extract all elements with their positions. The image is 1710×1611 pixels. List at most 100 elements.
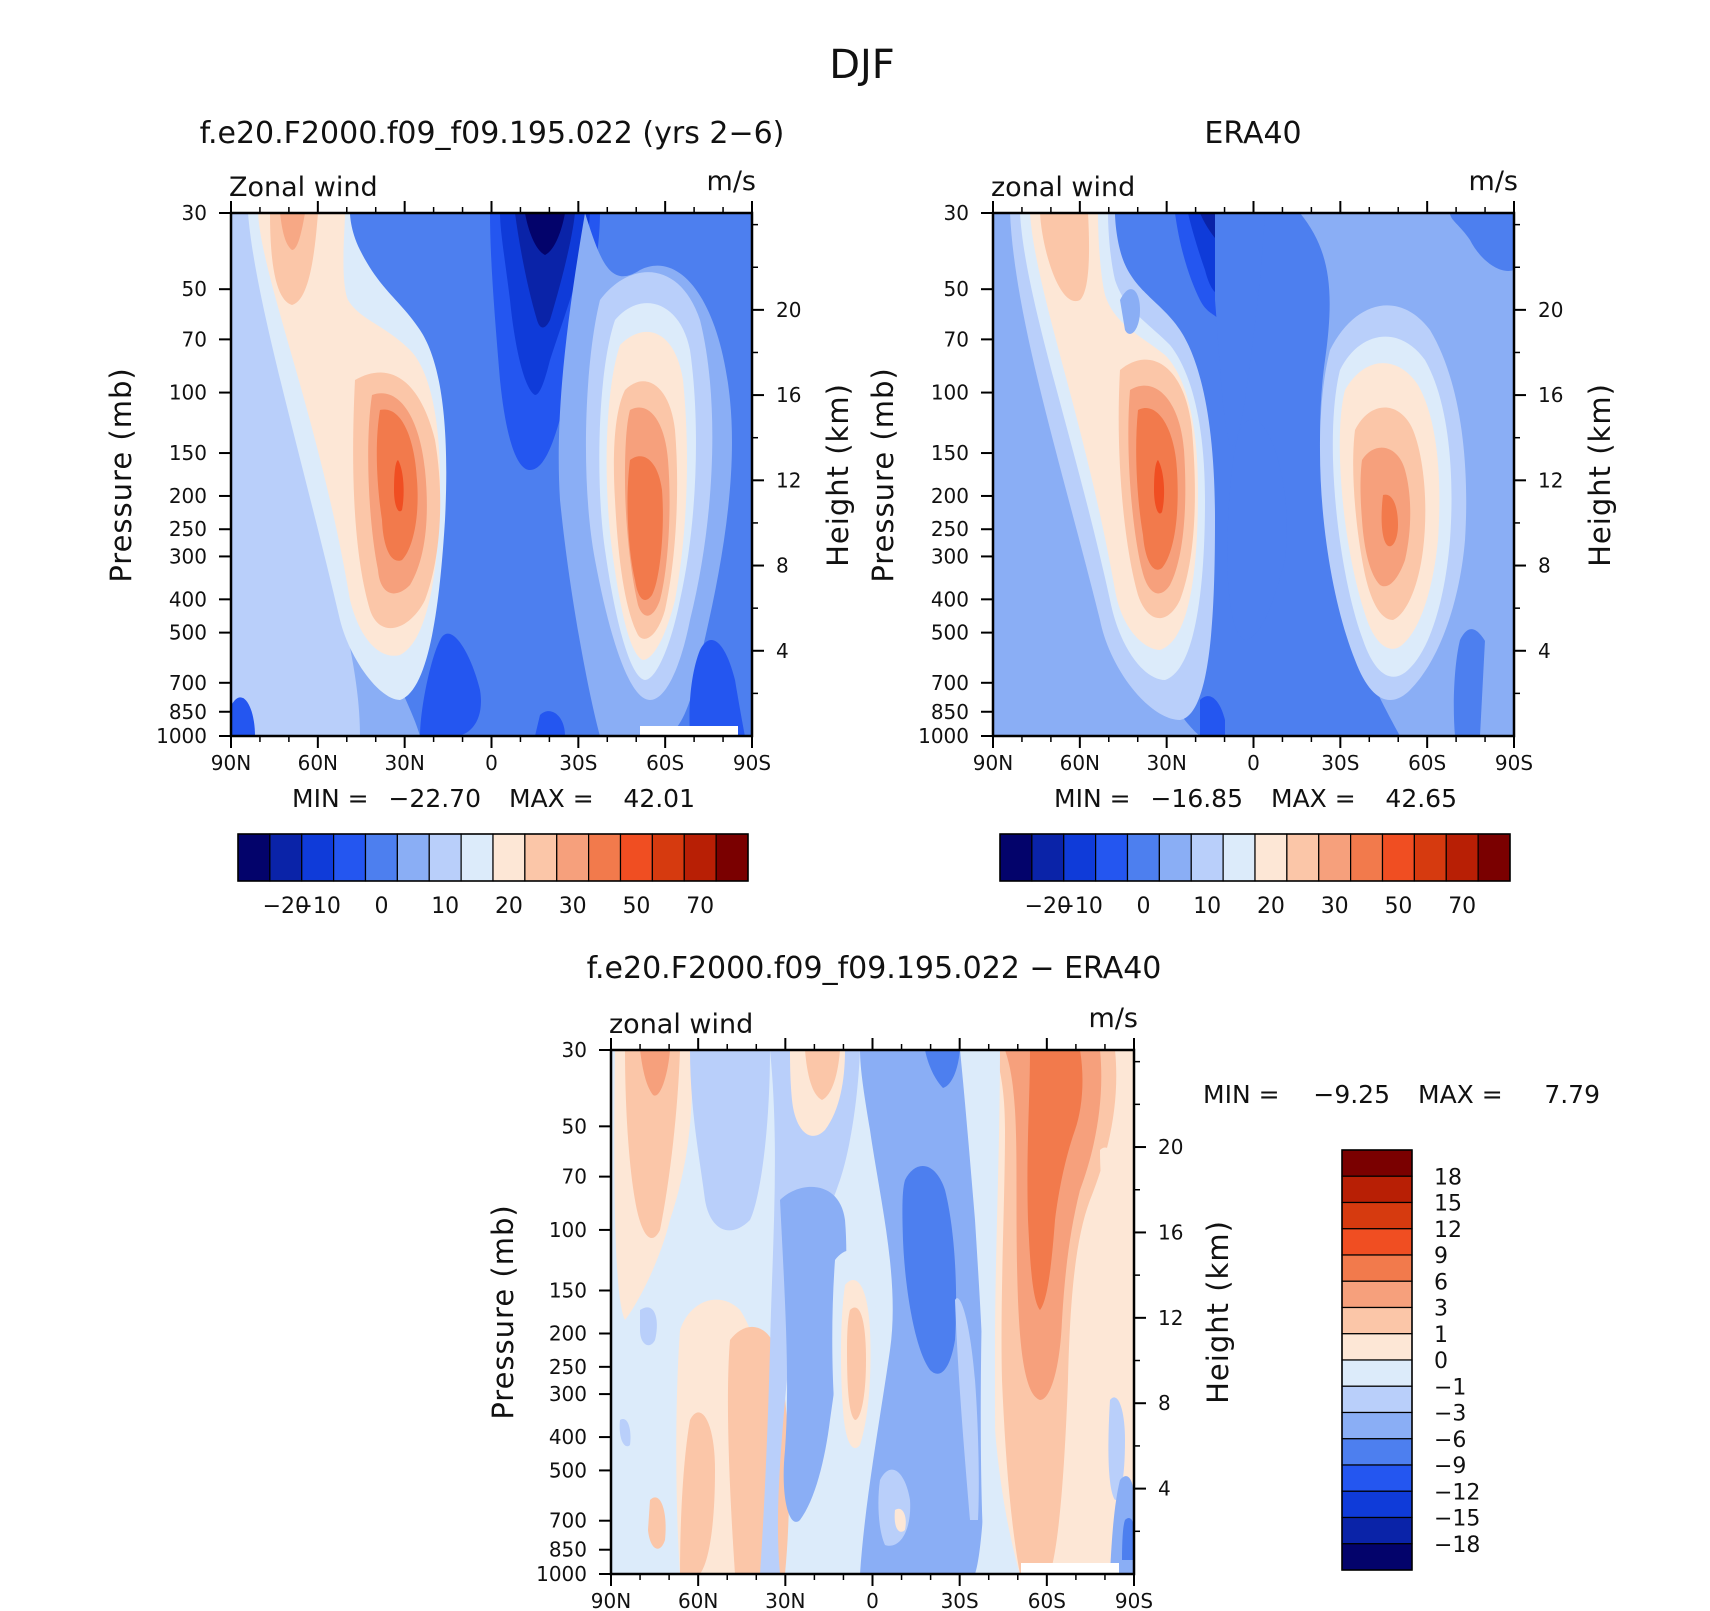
y-tick-label: 400	[549, 1425, 587, 1449]
y-tick-label: 300	[931, 544, 969, 568]
colorbar-label: 50	[622, 894, 650, 919]
y-tick-label: 1000	[156, 724, 207, 748]
y-right-tick-label: 16	[1158, 1220, 1183, 1244]
min-max-readout: MIN = −9.25 MAX = 7.79	[1203, 1080, 1600, 1109]
max-label: MAX =	[509, 784, 594, 813]
colorbar-cell	[1126, 833, 1160, 882]
colorbar-cell	[1190, 833, 1224, 882]
x-tick-label: 0	[1247, 751, 1260, 775]
colorbar-label: −10	[1056, 894, 1102, 919]
y-tick-label: 30	[944, 201, 969, 225]
colorbar-label: 6	[1434, 1270, 1448, 1295]
y-tick-label: 200	[931, 484, 969, 508]
colorbar-cell	[999, 833, 1033, 882]
colorbar-label: 12	[1434, 1218, 1462, 1243]
y-tick-label: 700	[169, 671, 207, 695]
y-tick-label: 50	[562, 1114, 587, 1138]
colorbar-cell	[651, 833, 685, 882]
y-right-tick-label: 4	[776, 639, 789, 663]
colorbar-cell	[1341, 1411, 1413, 1440]
colorbar-cell	[1341, 1438, 1413, 1466]
y-tick-label: 150	[931, 441, 969, 465]
colorbar-cell	[396, 833, 430, 882]
x-tick-label: 90N	[591, 1589, 631, 1611]
y-tick-label: 850	[931, 700, 969, 724]
contour-field	[993, 213, 1514, 736]
y-tick-label: 70	[182, 327, 207, 351]
colorbar-cell	[556, 833, 590, 882]
colorbar-cell	[1318, 833, 1352, 882]
x-tick-label: 30N	[765, 1589, 805, 1611]
colorbar-cell	[333, 833, 367, 882]
y-tick-label: 70	[944, 327, 969, 351]
y-right-tick-label: 12	[1158, 1306, 1183, 1330]
min-label: MIN =	[1054, 784, 1131, 813]
colorbar-cell	[683, 833, 717, 882]
colorbar-cell	[1341, 1149, 1413, 1177]
y-tick-label: 400	[169, 587, 207, 611]
colorbar-label: 1	[1434, 1323, 1448, 1348]
x-tick-label: 0	[866, 1589, 879, 1611]
max-label: MAX =	[1418, 1080, 1503, 1109]
y-right-tick-label: 12	[776, 468, 801, 492]
colorbar-label: −20	[1025, 894, 1071, 919]
colorbar-label: 30	[559, 894, 587, 919]
colorbar-cell	[1095, 833, 1129, 882]
y-tick-label: 50	[944, 277, 969, 301]
y-tick-label: 30	[562, 1038, 587, 1062]
x-tick-label: 60N	[298, 751, 338, 775]
colorbar-label: 50	[1384, 894, 1412, 919]
x-tick-label: 90S	[1115, 1589, 1153, 1611]
colorbar-cell	[1063, 833, 1097, 882]
y-tick-label: 400	[931, 587, 969, 611]
y-tick-label: 850	[549, 1538, 587, 1562]
colorbar-cell	[1445, 833, 1479, 882]
colorbar-cell	[1477, 833, 1511, 882]
colorbar: −20−10 0 10 20 30 50 70	[237, 833, 749, 919]
y-tick-label: 500	[169, 621, 207, 645]
y-axis-label: Pressure (mb)	[486, 1204, 520, 1419]
y-axis-label: Pressure (mb)	[866, 367, 900, 582]
y-tick-label: 700	[549, 1509, 587, 1533]
axis-ticks: 90N 60N 30N 0 30S 60S 90S 30 50 70 100 150 200 250 300…	[156, 201, 801, 775]
colorbar-cell	[1341, 1333, 1413, 1361]
y-tick-label: 1000	[918, 724, 969, 748]
x-tick-label: 30S	[559, 751, 597, 775]
colorbar-label: 70	[1448, 894, 1476, 919]
y-right-tick-label: 20	[1158, 1135, 1183, 1159]
colorbar-label: −12	[1434, 1480, 1480, 1505]
min-max-readout: MIN = −16.85 MAX = 42.65	[1054, 784, 1457, 813]
colorbar-label: 20	[1257, 894, 1285, 919]
corner-label-left: zonal wind	[609, 1009, 753, 1040]
colorbar-cell	[524, 833, 558, 882]
min-value: −9.25	[1313, 1080, 1390, 1109]
axis-ticks: 90N 60N 30N 0 30S 60S 90S 30 50 70 100 150 200 250 300…	[918, 201, 1563, 775]
y-right-tick-label: 16	[776, 383, 801, 407]
colorbar-cell	[1341, 1516, 1413, 1545]
contour-field	[231, 213, 752, 736]
y-tick-label: 100	[169, 381, 207, 405]
x-tick-label: 30N	[384, 751, 424, 775]
colorbar-cell	[715, 833, 749, 882]
colorbar-label: −9	[1434, 1454, 1466, 1479]
colorbar-label: −3	[1434, 1402, 1466, 1427]
x-tick-label: 90S	[733, 751, 771, 775]
x-tick-label: 60S	[1028, 1589, 1066, 1611]
x-tick-label: 60S	[646, 751, 684, 775]
max-value: 42.01	[623, 784, 695, 813]
colorbar-cell	[492, 833, 526, 882]
y-tick-label: 100	[931, 381, 969, 405]
x-tick-label: 60N	[1060, 751, 1100, 775]
colorbar-label: 0	[374, 894, 388, 919]
y-tick-label: 500	[931, 621, 969, 645]
x-tick-label: 30S	[941, 1589, 979, 1611]
colorbar-frame	[1341, 1149, 1413, 1571]
y-tick-label: 200	[549, 1321, 587, 1345]
panel-title: f.e20.F2000.f09_f09.195.022 − ERA40	[587, 951, 1162, 986]
colorbar-label: −15	[1434, 1507, 1480, 1532]
y-tick-label: 850	[169, 700, 207, 724]
corner-label-left: Zonal wind	[229, 172, 378, 203]
colorbar-label: 10	[1193, 894, 1221, 919]
colorbar-label: 70	[686, 894, 714, 919]
colorbar-cell	[1341, 1385, 1413, 1414]
